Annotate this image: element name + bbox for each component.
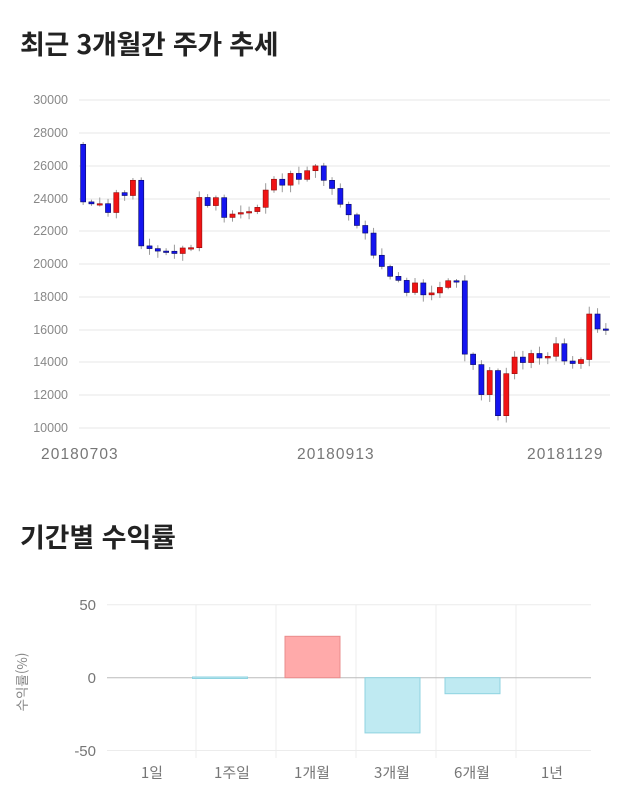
svg-text:6개월: 6개월: [454, 762, 490, 783]
svg-text:1일: 1일: [141, 762, 163, 783]
svg-text:1주일: 1주일: [214, 762, 250, 783]
svg-text:3개월: 3개월: [374, 762, 410, 783]
svg-text:수익률(%): 수익률(%): [11, 653, 31, 712]
svg-text:0: 0: [88, 670, 96, 687]
svg-text:1개월: 1개월: [294, 762, 330, 783]
svg-text:-50: -50: [74, 743, 96, 760]
svg-text:1년: 1년: [541, 762, 563, 783]
svg-text:50: 50: [79, 597, 96, 614]
